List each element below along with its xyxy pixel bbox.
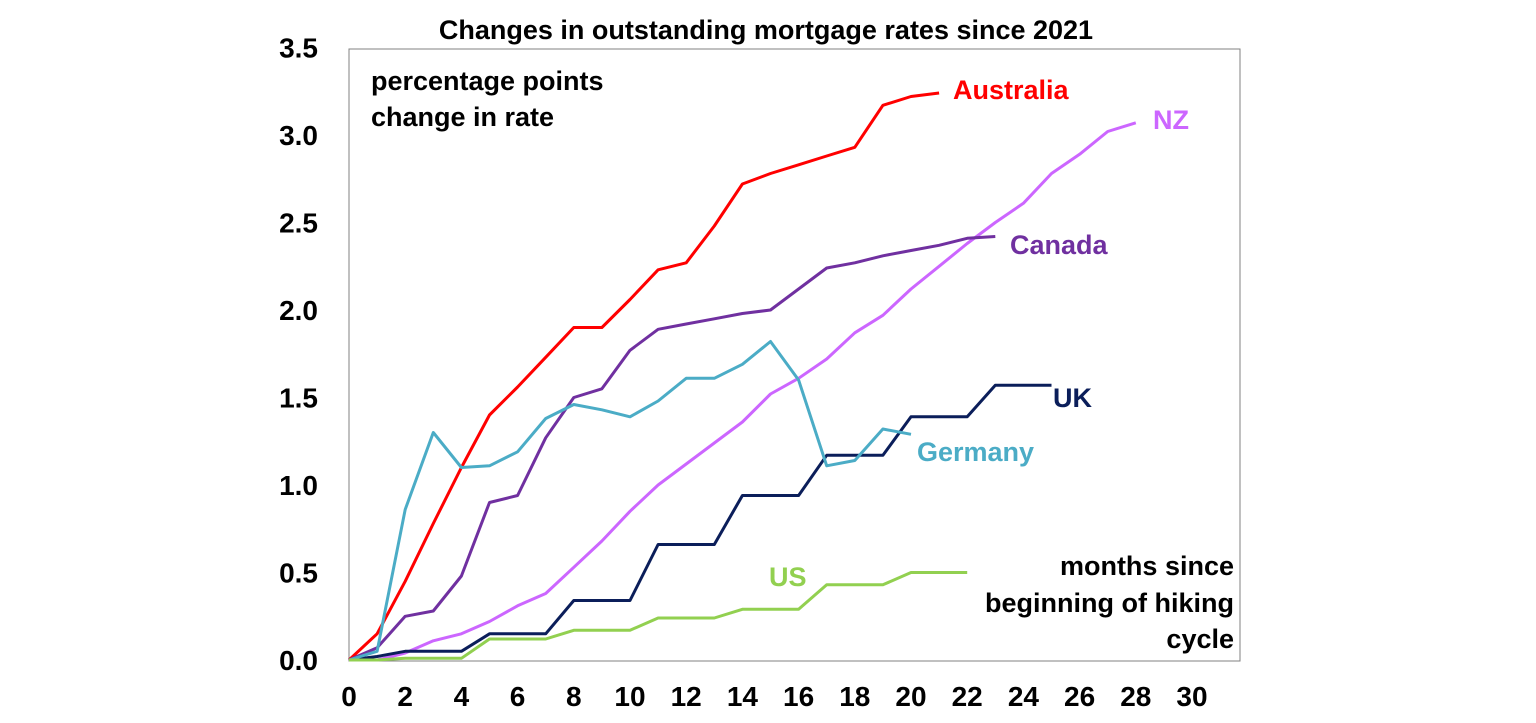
y-tick-label: 3.5 [279, 33, 318, 64]
series-label-us: US [769, 562, 807, 592]
y-axis: 0.0 0.5 1.0 1.5 2.0 2.5 3.0 3.5 [279, 33, 318, 677]
y-axis-note-line-1: percentage points [371, 66, 604, 96]
series-layer [347, 91, 1137, 662]
chart-title: Changes in outstanding mortgage rates si… [439, 15, 1093, 45]
y-axis-note-line-2: change in rate [371, 102, 554, 132]
x-tick-label: 24 [1008, 681, 1040, 712]
series-line-uk [348, 383, 1052, 662]
x-tick-label: 26 [1064, 681, 1095, 712]
x-tick-label: 0 [341, 681, 357, 712]
x-tick-label: 18 [839, 681, 870, 712]
y-tick-label: 3.0 [279, 120, 318, 151]
series-label-australia: Australia [953, 75, 1070, 105]
series-line-germany [348, 340, 912, 662]
series-label-nz: NZ [1153, 105, 1189, 135]
x-tick-label: 28 [1120, 681, 1151, 712]
plot-frame [348, 48, 1241, 662]
series-line-us [349, 571, 968, 662]
series-line-canada [348, 235, 996, 662]
x-axis-note-line-3: cycle [1166, 624, 1234, 654]
series-labels: Australia NZ Canada UK Germany US [769, 75, 1189, 592]
x-axis-note-line-1: months since [1060, 551, 1234, 581]
y-tick-label: 0.5 [279, 558, 318, 589]
x-tick-label: 8 [566, 681, 582, 712]
x-tick-label: 14 [727, 681, 759, 712]
x-tick-label: 16 [783, 681, 814, 712]
series-label-canada: Canada [1010, 230, 1109, 260]
y-tick-label: 2.5 [279, 208, 318, 239]
x-tick-label: 2 [397, 681, 413, 712]
y-tick-label: 0.0 [279, 645, 318, 676]
x-tick-label: 30 [1176, 681, 1207, 712]
x-axis: 0 2 4 6 8 10 12 14 16 18 20 22 24 26 28 30 [341, 681, 1207, 712]
series-label-uk: UK [1053, 383, 1092, 413]
x-tick-label: 22 [952, 681, 983, 712]
y-tick-label: 2.0 [279, 295, 318, 326]
x-axis-note-line-2: beginning of hiking [985, 588, 1234, 618]
series-line-nz [349, 121, 1137, 662]
x-tick-label: 6 [510, 681, 526, 712]
y-tick-label: 1.0 [279, 470, 318, 501]
x-tick-label: 12 [671, 681, 702, 712]
x-tick-label: 20 [895, 681, 926, 712]
x-tick-label: 4 [454, 681, 470, 712]
y-tick-label: 1.5 [279, 383, 318, 414]
x-tick-label: 10 [614, 681, 645, 712]
series-line-australia [347, 91, 940, 662]
series-label-germany: Germany [917, 437, 1034, 467]
